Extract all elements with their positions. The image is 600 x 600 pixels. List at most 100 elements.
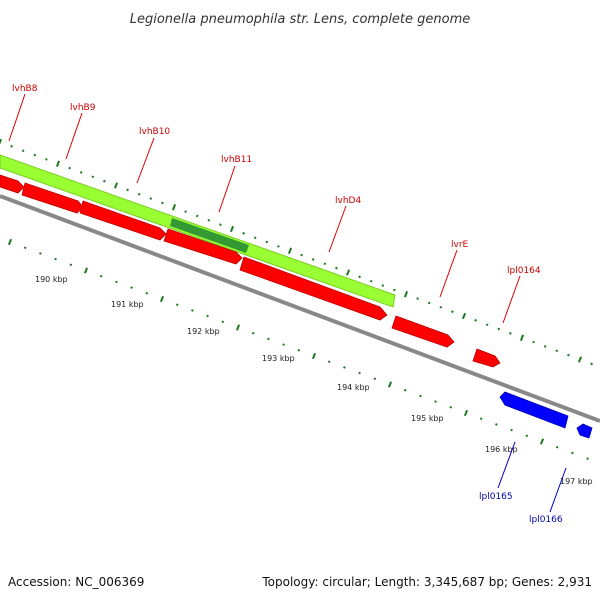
tick-mark bbox=[54, 257, 57, 261]
tick-mark bbox=[130, 286, 133, 289]
tick-mark bbox=[381, 284, 385, 287]
tick-mark bbox=[555, 445, 559, 449]
label-leader bbox=[218, 165, 236, 213]
tick-mark bbox=[343, 366, 346, 369]
tick-mark bbox=[451, 310, 454, 313]
tick-mark bbox=[335, 266, 338, 270]
tick-mark bbox=[39, 252, 42, 255]
gene-arrow[interactable] bbox=[79, 200, 167, 241]
label-leader bbox=[8, 93, 26, 142]
scale-label: 195 kbp bbox=[411, 414, 444, 423]
tick-mark bbox=[510, 428, 513, 432]
tick-mark bbox=[509, 332, 512, 335]
tick-mark bbox=[474, 319, 477, 322]
tick-mark bbox=[115, 280, 118, 284]
label-leader bbox=[328, 205, 347, 253]
gene-label[interactable]: lvrE bbox=[451, 240, 469, 250]
tick-mark bbox=[358, 371, 361, 375]
tick-mark bbox=[207, 218, 211, 222]
tick-mark bbox=[419, 394, 422, 398]
scale-label: 192 kbp bbox=[187, 327, 220, 336]
scale-label: 191 kbp bbox=[111, 300, 144, 309]
tick-mark bbox=[571, 451, 574, 455]
tick-mark bbox=[461, 312, 467, 320]
tick-mark bbox=[519, 334, 525, 341]
scale-label: 194 kbp bbox=[337, 383, 370, 392]
inner-tick-dots bbox=[7, 238, 589, 460]
tick-mark bbox=[300, 253, 303, 257]
gene-label[interactable]: lpl0166 bbox=[529, 515, 563, 525]
tick-mark bbox=[45, 158, 48, 161]
forward-genes bbox=[0, 174, 501, 368]
tick-mark bbox=[323, 262, 327, 266]
gene-label[interactable]: lvhB11 bbox=[221, 155, 252, 165]
gene-arrow[interactable] bbox=[0, 174, 25, 194]
tick-mark bbox=[577, 356, 583, 363]
tick-mark bbox=[145, 291, 149, 295]
tick-mark bbox=[99, 274, 103, 278]
tick-mark bbox=[479, 417, 483, 421]
gene-arrow[interactable] bbox=[472, 348, 501, 368]
tick-mark bbox=[195, 214, 199, 218]
gene-arrow[interactable] bbox=[576, 423, 593, 439]
gene-label[interactable]: lvhB9 bbox=[70, 103, 96, 113]
tick-mark bbox=[567, 353, 570, 357]
tick-mark bbox=[267, 337, 270, 341]
gene-label[interactable]: lvhD4 bbox=[335, 196, 361, 206]
tick-mark bbox=[221, 320, 225, 324]
scale-label: 193 kbp bbox=[262, 354, 295, 363]
outer-tick-dots bbox=[0, 138, 593, 366]
tick-mark bbox=[69, 263, 73, 267]
tick-mark bbox=[103, 179, 106, 183]
tick-mark bbox=[282, 343, 285, 346]
label-leader bbox=[497, 441, 516, 489]
gene-label[interactable]: lpl0165 bbox=[479, 492, 513, 502]
gene-arrow[interactable] bbox=[391, 315, 455, 348]
scale-label: 196 kbp bbox=[485, 445, 518, 454]
tick-mark bbox=[439, 305, 443, 309]
tick-mark bbox=[137, 192, 141, 196]
tick-mark bbox=[497, 327, 501, 331]
tick-mark bbox=[265, 240, 269, 244]
tick-mark bbox=[126, 188, 129, 192]
tick-mark bbox=[159, 295, 165, 303]
tick-mark bbox=[416, 297, 419, 300]
tick-mark bbox=[449, 405, 453, 409]
tick-mark bbox=[251, 331, 255, 335]
tick-mark bbox=[171, 204, 177, 211]
label-leader bbox=[136, 137, 155, 184]
tick-mark bbox=[311, 258, 315, 261]
tick-mark bbox=[311, 352, 317, 360]
tick-mark bbox=[7, 238, 13, 246]
tick-mark bbox=[219, 223, 222, 226]
tick-mark bbox=[590, 362, 593, 366]
tick-mark bbox=[495, 423, 498, 426]
scale-label: 190 kbp bbox=[35, 275, 68, 284]
tick-mark bbox=[253, 236, 257, 240]
tick-mark bbox=[532, 340, 535, 344]
tick-mark bbox=[83, 267, 89, 274]
tick-mark bbox=[485, 323, 489, 327]
tick-mark bbox=[393, 288, 396, 292]
tick-mark bbox=[403, 388, 407, 392]
tick-mark bbox=[373, 377, 377, 381]
tick-mark bbox=[149, 197, 153, 200]
gene-arrow[interactable] bbox=[21, 182, 84, 214]
gene-label[interactable]: lpl0164 bbox=[507, 266, 541, 276]
gene-arrow[interactable] bbox=[163, 228, 243, 265]
gene-label[interactable]: lvhB8 bbox=[12, 84, 38, 94]
genome-summary-text: Topology: circular; Length: 3,345,687 bp… bbox=[261, 575, 592, 589]
gene-arrow[interactable] bbox=[499, 391, 569, 429]
tick-mark bbox=[191, 309, 194, 312]
tick-mark bbox=[161, 201, 164, 205]
tick-mark bbox=[327, 360, 331, 364]
genome-backbone bbox=[0, 194, 600, 423]
tick-mark bbox=[277, 245, 280, 248]
label-leader bbox=[65, 112, 83, 160]
accession-text: Accession: NC_006369 bbox=[8, 575, 144, 589]
tick-mark bbox=[539, 438, 545, 445]
gene-arrow[interactable] bbox=[239, 256, 388, 321]
tick-mark bbox=[33, 153, 37, 157]
gene-label[interactable]: lvhB10 bbox=[139, 127, 170, 137]
